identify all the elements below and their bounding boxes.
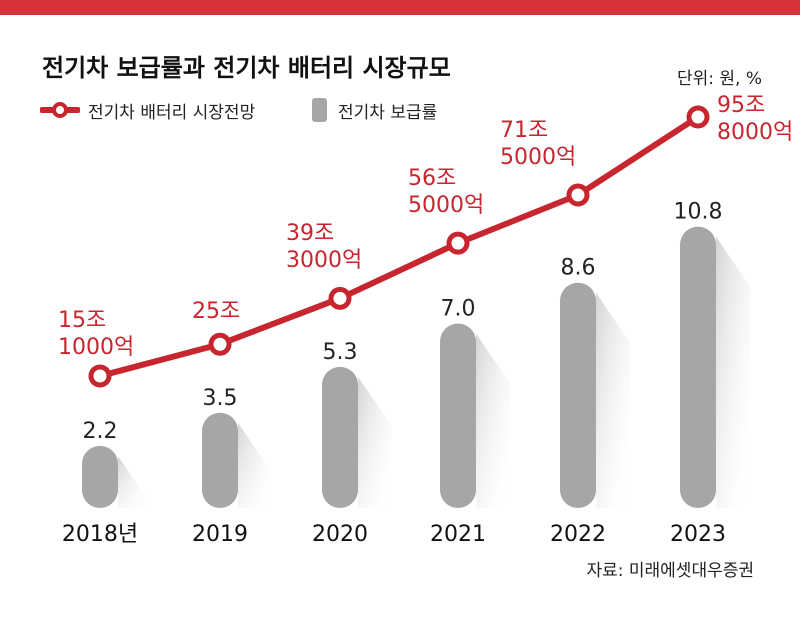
line-value-label: 3000억 (286, 248, 362, 273)
bar-shadow (118, 455, 152, 508)
line-value-label: 8000억 (717, 120, 793, 145)
bar-shadow (716, 236, 750, 508)
line-value-label: 71조 (500, 118, 548, 143)
line-point (208, 332, 232, 356)
x-tick-label: 2018년 (62, 522, 138, 547)
x-tick-label: 2020 (312, 522, 368, 547)
line-point (446, 231, 470, 255)
bar-value-label: 10.8 (674, 200, 723, 225)
line-value-label: 5000억 (500, 145, 576, 170)
line-point (328, 286, 352, 310)
line-value-label: 95조 (717, 93, 765, 118)
bar (680, 226, 716, 508)
bar (82, 445, 118, 508)
legend-line-icon (40, 102, 80, 118)
bar-shadow (476, 333, 510, 508)
x-tick-label: 2021 (430, 522, 486, 547)
bar (322, 366, 358, 508)
x-tick-label: 2022 (550, 522, 606, 547)
line-point (566, 183, 590, 207)
bar-value-label: 2.2 (83, 419, 118, 444)
legend-line-label: 전기차 배터리 시장전망 (88, 103, 256, 123)
bar (560, 282, 596, 508)
source-note: 자료: 미래에셋대우증권 (586, 561, 754, 581)
bar-value-label: 8.6 (561, 256, 596, 281)
bar-shadow (238, 422, 272, 508)
unit-label: 단위: 원, % (676, 69, 762, 89)
bar-value-label: 5.3 (323, 340, 358, 365)
chart-title: 전기차 보급률과 전기차 배터리 시장규모 (42, 54, 451, 82)
top-accent-bar (0, 0, 800, 15)
bar-shadow (358, 376, 392, 508)
bar (202, 412, 238, 508)
legend-bar-icon (312, 98, 327, 122)
legend-bar-label: 전기차 보급률 (338, 103, 438, 123)
line-value-label: 25조 (192, 299, 240, 324)
line-point (88, 364, 112, 388)
line-value-label: 15조 (58, 308, 106, 333)
line-value-label: 39조 (286, 221, 334, 246)
bar-shadow (596, 292, 630, 508)
x-tick-label: 2019 (192, 522, 248, 547)
line-value-label: 5000억 (408, 193, 484, 218)
bar-value-label: 3.5 (203, 386, 238, 411)
line-value-label: 1000억 (58, 335, 134, 360)
x-tick-label: 2023 (670, 522, 726, 547)
line-series (97, 114, 701, 379)
bar-value-label: 7.0 (441, 297, 476, 322)
bar (440, 323, 476, 508)
line-value-label: 56조 (408, 166, 456, 191)
line-point (686, 105, 710, 129)
